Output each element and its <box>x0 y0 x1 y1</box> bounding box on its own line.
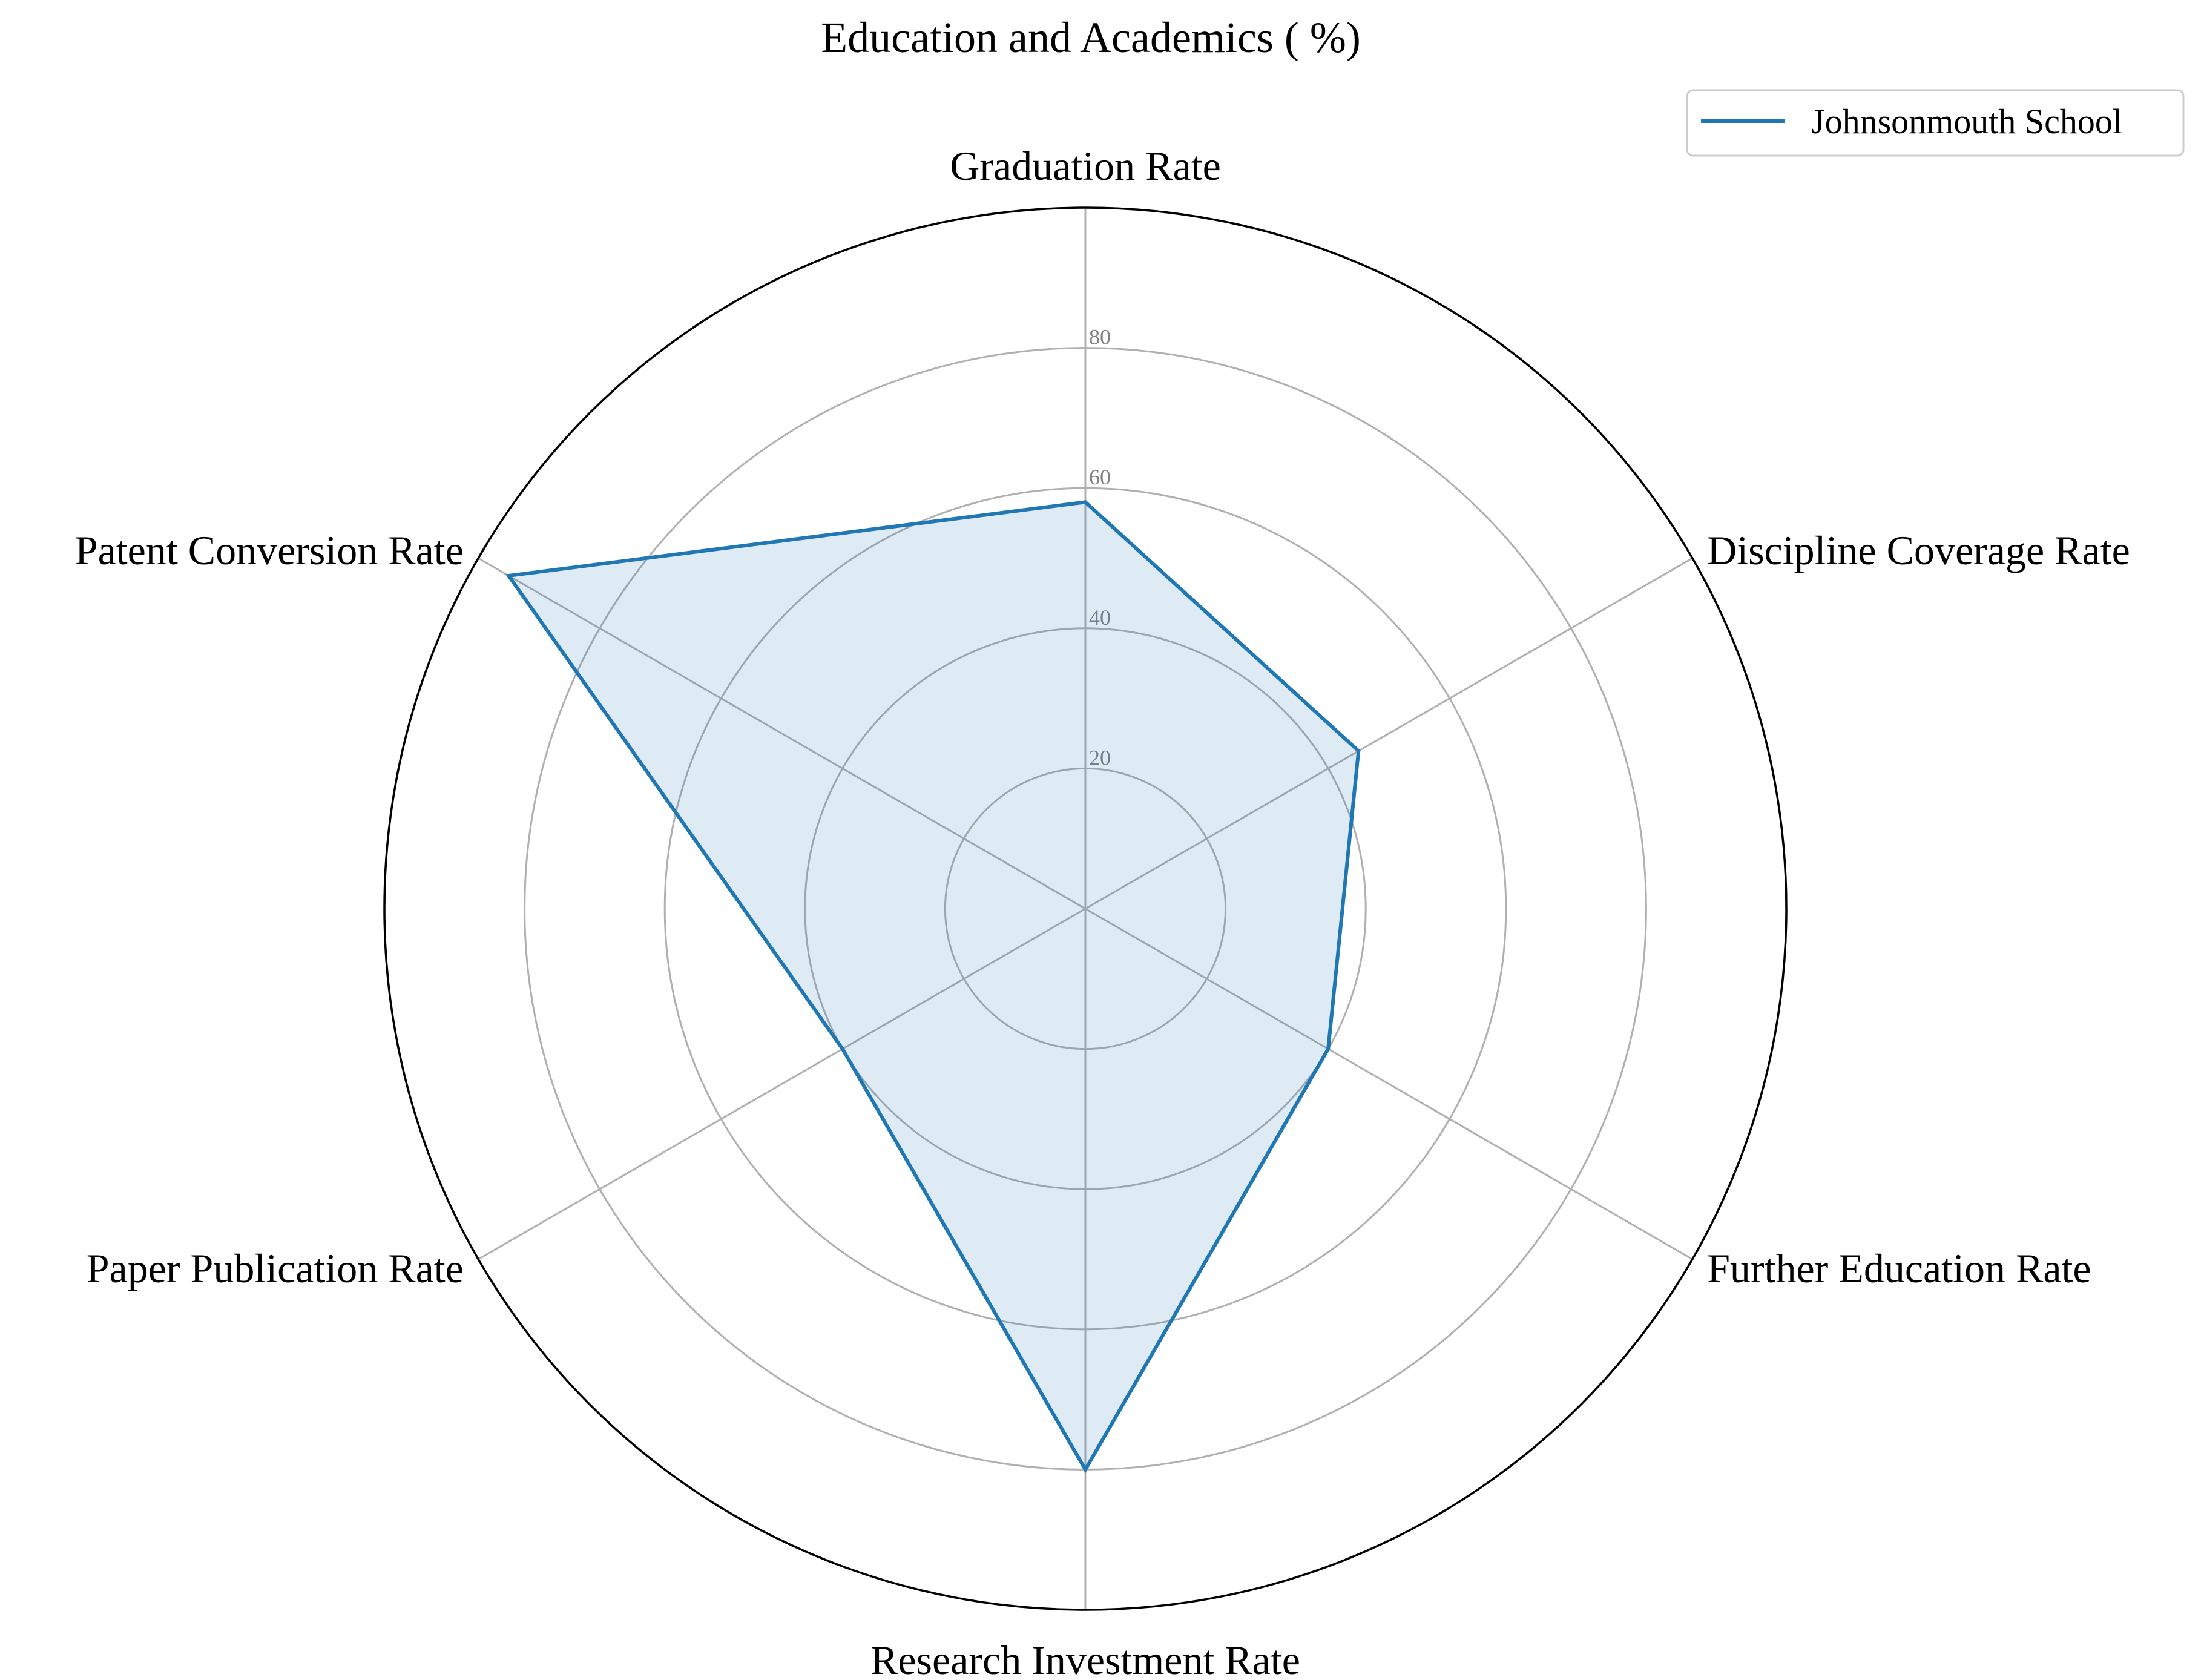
legend-label-johnsonmouth-school: Johnsonmouth School <box>1811 102 2122 141</box>
axis-labels: Graduation Rate Discipline Coverage Rate F… <box>75 143 2130 1680</box>
axis-label-patent-conversion-rate: Patent Conversion Rate <box>75 527 464 573</box>
r-tick-label-60: 60 <box>1089 465 1111 489</box>
r-tick-label-20: 20 <box>1089 745 1111 769</box>
data-point-discipline-coverage-rate <box>1357 749 1361 753</box>
data-point-research-investment-rate <box>1084 1468 1087 1472</box>
grid: 20 40 60 80 <box>383 206 1788 1611</box>
r-tick-label-80: 80 <box>1089 325 1111 349</box>
legend: Johnsonmouth School <box>1686 89 2185 157</box>
data-point-graduation-rate <box>1084 500 1087 504</box>
spoke-paper-publication-rate <box>478 908 1086 1260</box>
r-tick-label-40: 40 <box>1089 605 1111 630</box>
spoke-patent-conversion-rate <box>478 557 1086 910</box>
spoke-further-education-rate <box>1085 908 1693 1260</box>
legend-frame <box>1686 89 2185 157</box>
data-point-further-education-rate <box>1326 1047 1331 1051</box>
series-area-johnsonmouth-school <box>508 502 1359 1470</box>
chart-title: Education and Academics ( %) <box>821 13 1361 62</box>
axis-label-research-investment-rate: Research Investment Rate <box>870 1637 1300 1680</box>
axis-label-graduation-rate: Graduation Rate <box>950 143 1221 189</box>
axis-label-discipline-coverage-rate: Discipline Coverage Rate <box>1707 527 2130 573</box>
data-point-paper-publication-rate <box>840 1047 844 1051</box>
spoke-discipline-coverage-rate <box>1085 557 1693 910</box>
axis-label-further-education-rate: Further Education Rate <box>1707 1245 2091 1291</box>
data-point-patent-conversion-rate <box>507 573 511 578</box>
polar-frame <box>383 206 1788 1611</box>
axis-label-paper-publication-rate: Paper Publication Rate <box>87 1245 464 1291</box>
series-layer <box>505 500 1361 1474</box>
